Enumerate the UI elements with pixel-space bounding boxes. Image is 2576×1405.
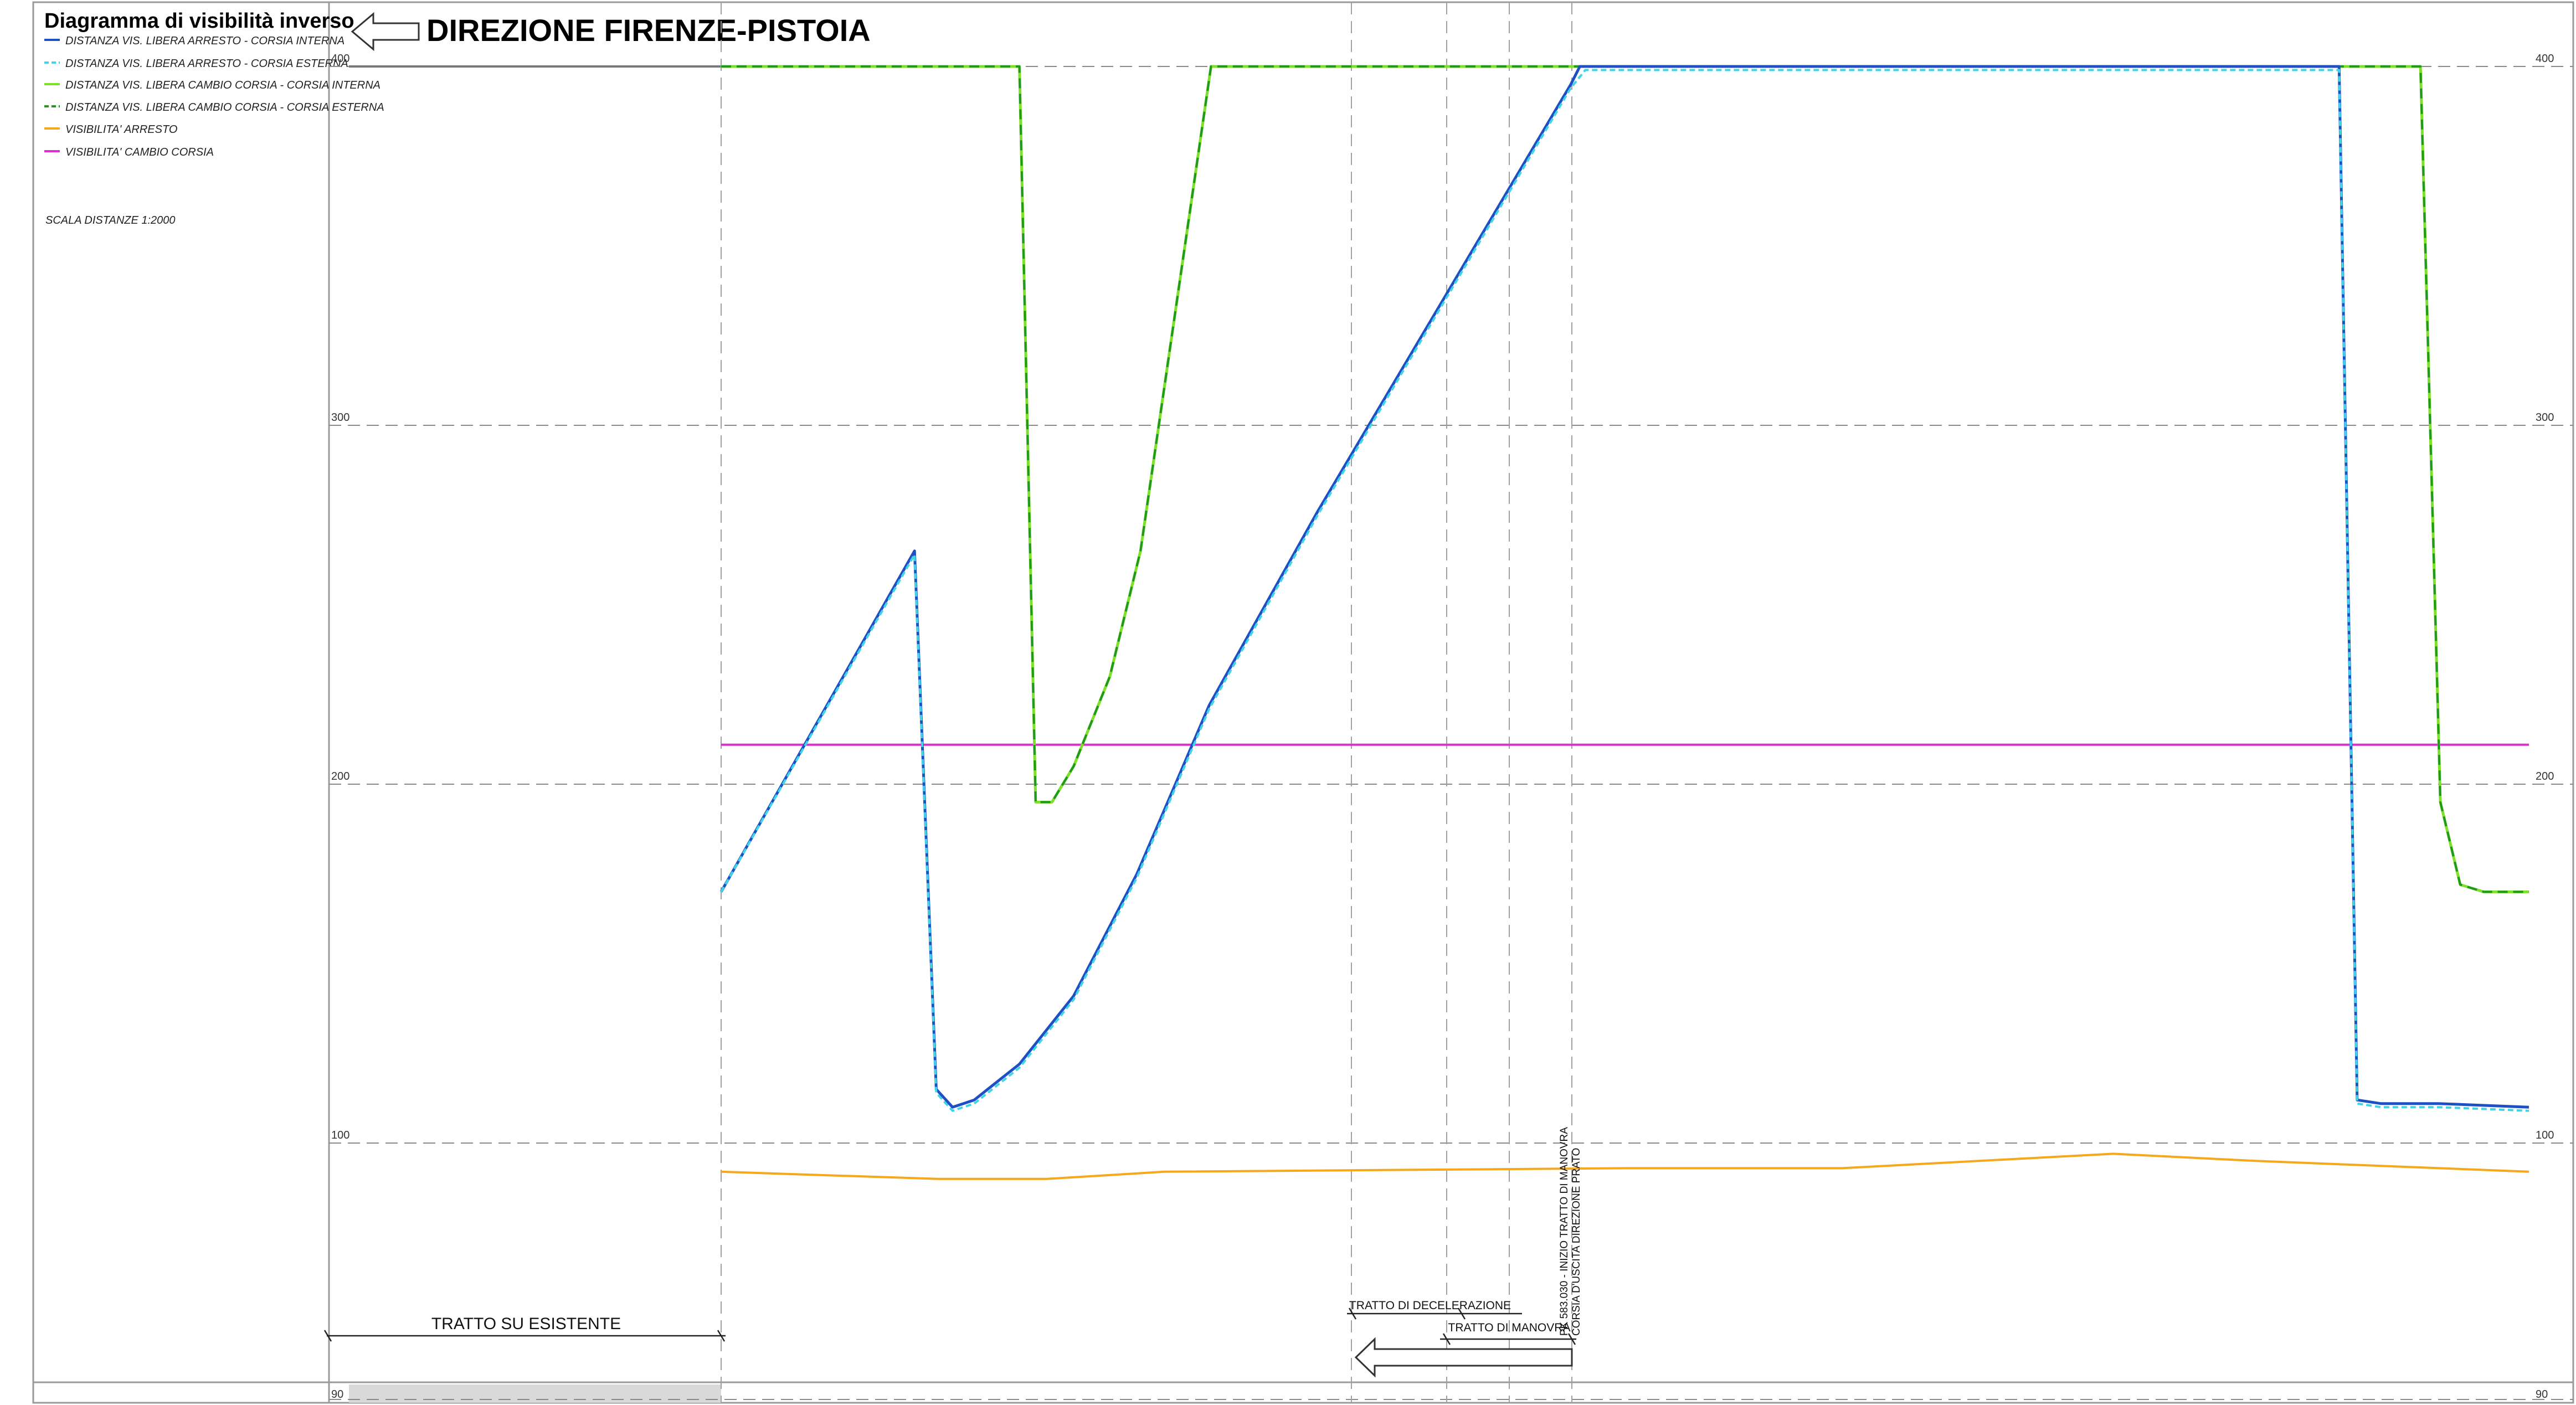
- existing-section-dimension: TRATTO SU ESISTENTE: [323, 1315, 726, 1342]
- maneuver-section-dimension: TRATTO DI MANOVRA: [1354, 1321, 1576, 1378]
- legend-item-visibilita-cambio: VISIBILITA' CAMBIO CORSIA: [44, 146, 214, 158]
- legend-label: VISIBILITA' CAMBIO CORSIA: [65, 146, 214, 158]
- y-grid: [329, 66, 2573, 1400]
- y-tick-label: 100: [331, 1129, 349, 1141]
- direction-title: DIREZIONE FIRENZE-PISTOIA: [426, 13, 871, 48]
- legend-item-cambio-esterna: DISTANZA VIS. LIBERA CAMBIO CORSIA - COR…: [44, 101, 384, 114]
- y-tick-label: 200: [2536, 770, 2554, 783]
- maneuver-left-arrow-icon: [1354, 1337, 1573, 1378]
- legend-label: DISTANZA VIS. LIBERA CAMBIO CORSIA - COR…: [65, 79, 381, 91]
- legend-item-arresto-esterna: DISTANZA VIS. LIBERA ARRESTO - CORSIA ES…: [44, 58, 348, 70]
- y-tick-labels-left: 400 300 200 100 90: [331, 53, 349, 1401]
- scale-note: SCALA DISTANZE 1:2000: [45, 214, 176, 227]
- legend-label: DISTANZA VIS. LIBERA CAMBIO CORSIA - COR…: [65, 101, 384, 114]
- left-arrow-icon: [351, 12, 420, 52]
- existing-section-label: TRATTO SU ESISTENTE: [431, 1315, 621, 1333]
- legend-label: DISTANZA VIS. LIBERA ARRESTO - CORSIA IN…: [65, 35, 345, 47]
- y-tick-label: 400: [331, 53, 349, 65]
- deceleration-section-dimension: TRATTO DI DECELERAZIONE: [1347, 1299, 1522, 1320]
- y-tick-label: 300: [2536, 411, 2554, 424]
- legend-item-arresto-interna: DISTANZA VIS. LIBERA ARRESTO - CORSIA IN…: [44, 35, 345, 47]
- legend-item-visibilita-arresto: VISIBILITA' ARRESTO: [44, 123, 177, 136]
- pk-note-line2: CORSIA D'USCITA DIREZIONE PRATO: [1571, 1148, 1582, 1336]
- legend-item-cambio-interna: DISTANZA VIS. LIBERA CAMBIO CORSIA - COR…: [44, 79, 381, 91]
- y-tick-label: 400: [2536, 53, 2554, 65]
- y-tick-label: 300: [331, 411, 349, 424]
- legend-label: DISTANZA VIS. LIBERA ARRESTO - CORSIA ES…: [65, 58, 348, 70]
- y-tick-labels-right: 400 300 200 100 90: [2536, 53, 2554, 1401]
- series-cambio-interna: [721, 65, 2529, 893]
- deceleration-section-label: TRATTO DI DECELERAZIONE: [1349, 1299, 1511, 1312]
- y-tick-label: 90: [2536, 1388, 2548, 1401]
- existing-band-strip: [349, 1385, 721, 1403]
- y-tick-label: 200: [331, 770, 349, 783]
- legend: Diagramma di visibilità inverso DISTANZA…: [44, 9, 384, 227]
- series-arresto-esterna: [720, 69, 2529, 1112]
- vertical-reference-lines: [721, 2, 1572, 1403]
- direction-header: DIREZIONE FIRENZE-PISTOIA: [351, 12, 871, 52]
- pk-note-line1: PK 583.030 - INIZIO TRATTO DI MANOVRA: [1559, 1127, 1570, 1336]
- pk-note: PK 583.030 - INIZIO TRATTO DI MANOVRA CO…: [1559, 1127, 1582, 1336]
- series-cambio-esterna: [721, 65, 2529, 893]
- legend-label: VISIBILITA' ARRESTO: [65, 123, 177, 136]
- maneuver-section-label: TRATTO DI MANOVRA: [1448, 1321, 1571, 1334]
- legend-title: Diagramma di visibilità inverso: [44, 9, 354, 33]
- series-layer: [719, 65, 2529, 1180]
- outer-frame: [32, 1, 2574, 1404]
- y-tick-label: 90: [331, 1388, 343, 1401]
- series-arresto-interna: [719, 65, 2529, 1109]
- y-tick-label: 100: [2536, 1129, 2554, 1141]
- series-visibilita-arresto: [721, 1152, 2529, 1180]
